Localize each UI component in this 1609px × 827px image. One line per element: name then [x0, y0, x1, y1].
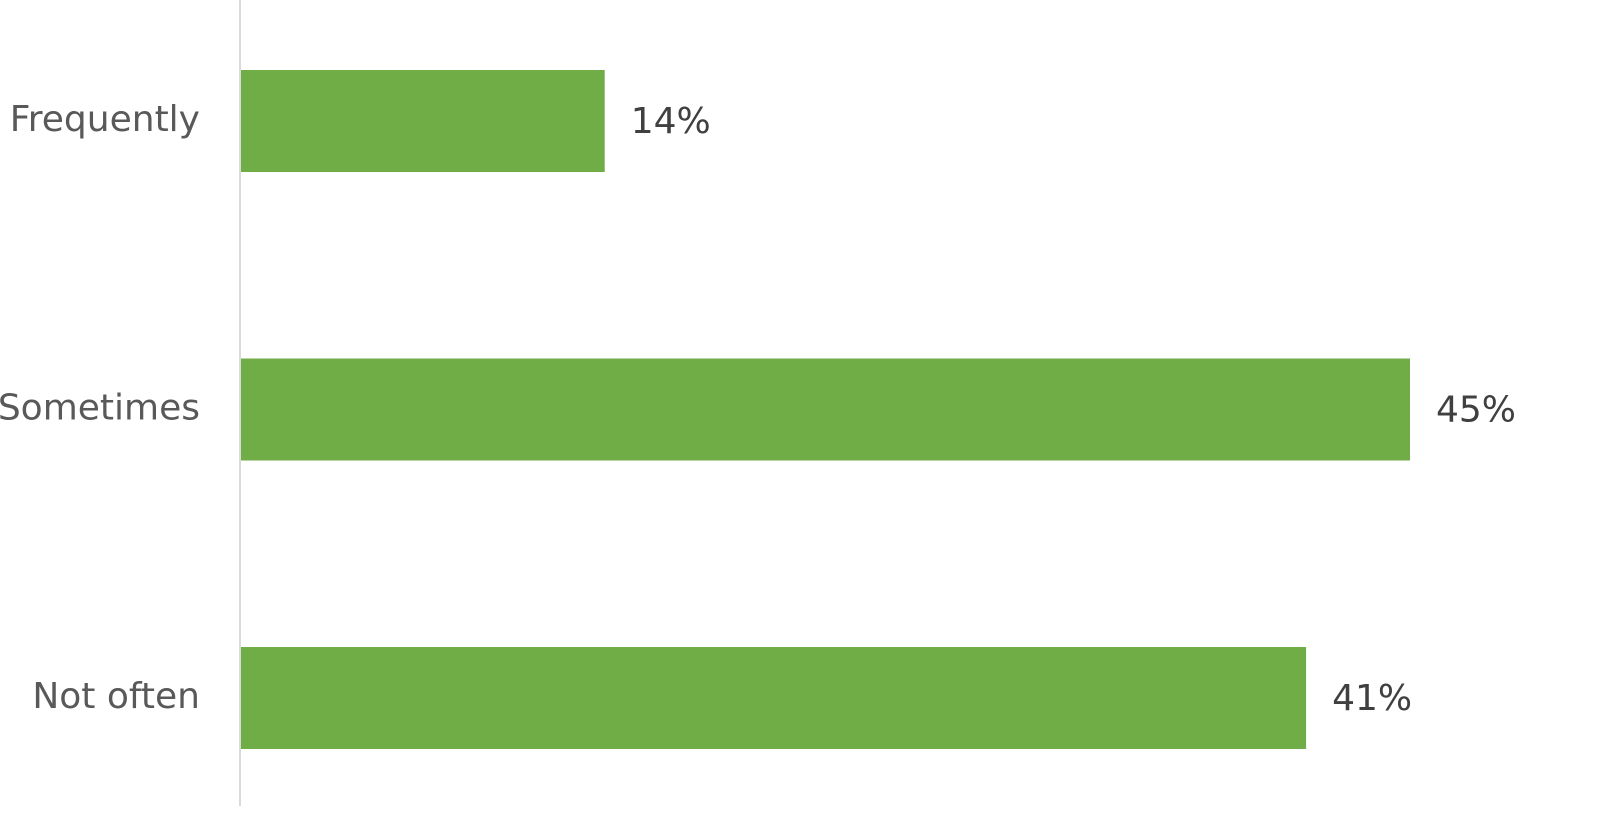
- category-label: Sometimes: [0, 388, 200, 429]
- category-label: Not often: [32, 676, 200, 717]
- data-label: 45%: [1436, 390, 1516, 431]
- category-label: Frequently: [10, 99, 200, 140]
- bar: [241, 647, 1307, 749]
- bar: [241, 70, 605, 172]
- data-label: 41%: [1332, 678, 1412, 719]
- data-label: 14%: [631, 101, 711, 142]
- bar: [241, 358, 1410, 461]
